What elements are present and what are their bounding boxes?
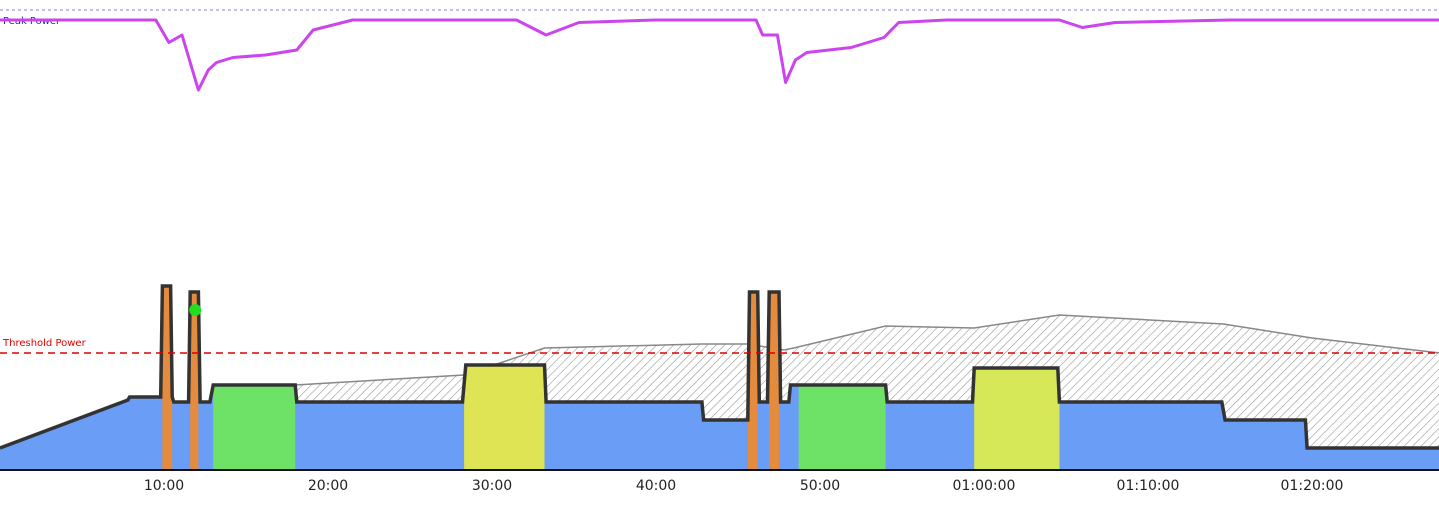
zone-band-2 (190, 286, 199, 470)
green-marker[interactable] (189, 304, 202, 316)
peak-power-curve (0, 18, 1439, 92)
power-area (0, 286, 1439, 470)
x-axis: 10:00 20:00 30:00 40:00 50:00 01:00:00 01:10:0… (0, 469, 1439, 494)
power-base-area (0, 286, 1439, 470)
x-tick-label: 01:00:00 (953, 478, 1016, 494)
x-tick-label: 10:00 (144, 478, 184, 494)
zone-band-5 (747, 286, 758, 470)
zone-band-6 (769, 286, 779, 470)
x-tick-label: 01:10:00 (1117, 478, 1180, 494)
x-tick-label: 50:00 (800, 478, 840, 494)
peak-curve-path (0, 18, 1439, 92)
zone-band-4 (464, 286, 545, 470)
zone-band-1 (162, 286, 173, 470)
power-line-path (0, 284, 1439, 450)
x-tick-label: 20:00 (308, 478, 348, 494)
x-tick-label: 01:20:00 (1281, 478, 1344, 494)
marker-layer (189, 304, 202, 316)
power-line (0, 284, 1439, 450)
threshold-power-label: Threshold Power (2, 338, 87, 349)
zone-band-8 (974, 286, 1060, 470)
x-tick-label: 30:00 (472, 478, 512, 494)
zone-band-7 (798, 286, 886, 470)
x-tick-label: 40:00 (636, 478, 676, 494)
hatched-upper-line (295, 314, 1439, 386)
zone-band-3 (213, 286, 296, 470)
